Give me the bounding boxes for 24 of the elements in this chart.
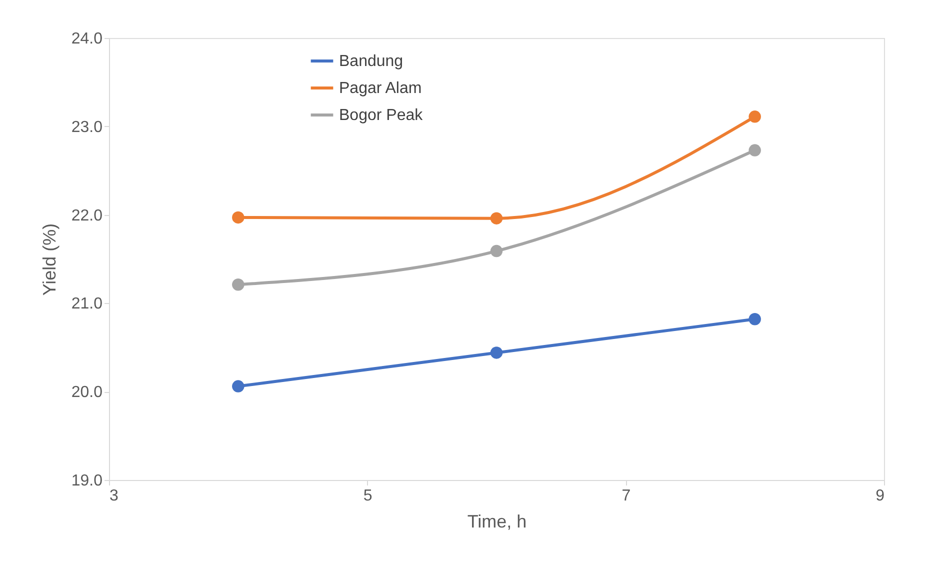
point (490, 346, 503, 359)
legend-label: Pagar Alam (339, 80, 422, 97)
point (748, 313, 761, 326)
point (232, 380, 244, 392)
y-axis-title: Yield (%) (39, 223, 60, 296)
x-axis-title: Time, h (467, 512, 527, 532)
point (748, 110, 761, 123)
x-tick-label: 5 (363, 488, 372, 504)
y-tick-label: 23.0 (71, 118, 103, 136)
y-tick-label: 21.0 (71, 296, 103, 313)
point (490, 212, 503, 224)
point (748, 144, 761, 156)
legend-label: Bogor Peak (339, 107, 424, 124)
y-tick-label: 22.0 (71, 207, 103, 224)
y-tick-label: 19.0 (71, 472, 103, 490)
point (490, 244, 503, 258)
x-tick-label: 7 (622, 488, 631, 504)
y-tick-label: 24.0 (71, 30, 103, 48)
x-tick-label: 3 (110, 488, 118, 504)
point (232, 211, 244, 224)
point (232, 278, 244, 291)
y-tick-label: 20.0 (71, 384, 103, 402)
legend-label: Bandung (339, 53, 404, 70)
x-tick-label: 9 (876, 488, 885, 504)
